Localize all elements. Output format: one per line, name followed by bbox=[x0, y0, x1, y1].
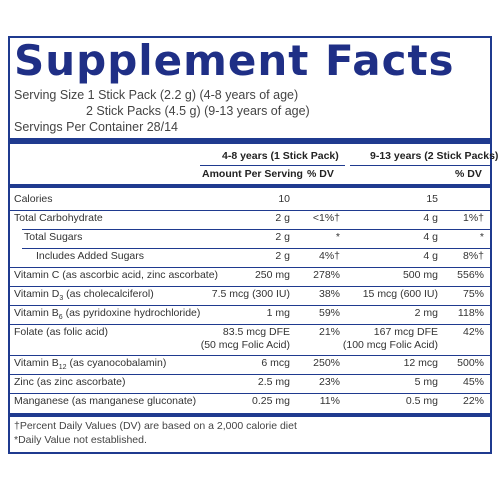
amount-4-8: 2.5 mg bbox=[257, 376, 290, 388]
amount-4-8: 1 mg bbox=[266, 307, 290, 319]
dv-9-13: 75% bbox=[462, 288, 484, 300]
serving-size-line2: 2 Stick Packs (4.5 g) (9-13 years of age… bbox=[86, 104, 310, 118]
row-divider bbox=[8, 393, 492, 394]
dv-4-8: 4%† bbox=[318, 250, 340, 262]
dv-4-8: <1%† bbox=[312, 212, 340, 224]
amount-9-13: 4 g bbox=[423, 250, 438, 262]
dv-9-13: 1%† bbox=[462, 212, 484, 224]
nutrient-name: Vitamin D3 (as cholecalciferol) bbox=[14, 288, 154, 305]
nutrient-name: Zinc (as zinc ascorbate) bbox=[14, 376, 126, 388]
row-divider bbox=[22, 229, 492, 230]
nutrient-name-prefix: Vitamin B bbox=[14, 357, 59, 369]
nutrient-name-subscript: 6 bbox=[58, 314, 63, 322]
nutrient-name: Vitamin C (as ascorbic acid, zinc ascorb… bbox=[14, 269, 219, 281]
group1-header: 4-8 years (1 Stick Pack) bbox=[222, 150, 339, 162]
dv-9-13: 22% bbox=[462, 395, 484, 407]
amount-4-8: 2 g bbox=[275, 231, 290, 243]
dv-9-13: 500% bbox=[457, 357, 484, 369]
dv-header-2: % DV bbox=[455, 168, 482, 180]
nutrient-name-prefix: Vitamin B bbox=[14, 307, 59, 319]
amount-9-13: 15 bbox=[426, 193, 438, 205]
nutrient-name: Manganese (as manganese gluconate) bbox=[14, 395, 197, 407]
amount-header-1: Amount Per Serving bbox=[202, 168, 303, 180]
amount-9-13: 5 mg bbox=[414, 376, 438, 388]
amount-9-13: 4 g bbox=[423, 212, 438, 224]
dv-4-8: 11% bbox=[319, 395, 340, 407]
amount-9-13: 15 mcg (600 IU) bbox=[362, 288, 438, 300]
amount-9-13: 2 mg bbox=[414, 307, 438, 319]
panel-title: Supplement Facts bbox=[14, 36, 455, 85]
dv-4-8: 21% bbox=[318, 326, 340, 338]
group2-header: 9-13 years (2 Stick Packs) bbox=[370, 150, 499, 162]
nutrient-name-prefix: Vitamin D bbox=[14, 288, 60, 300]
nutrient-name: Folate (as folic acid) bbox=[14, 326, 108, 338]
dv-9-13: 8%† bbox=[462, 250, 484, 262]
thick-divider-mid bbox=[8, 184, 492, 188]
row-divider bbox=[8, 374, 492, 375]
dv-9-13: 42% bbox=[462, 326, 484, 338]
amount-9-13: 12 mcg bbox=[403, 357, 438, 369]
dv-4-8: 278% bbox=[313, 269, 340, 281]
dv-4-8: * bbox=[335, 231, 340, 243]
dv-4-8: 23% bbox=[318, 376, 340, 388]
row-divider bbox=[8, 267, 492, 268]
amount-9-13-detail: (100 mcg Folic Acid) bbox=[342, 339, 438, 351]
amount-9-13: 167 mcg DFE bbox=[373, 326, 438, 338]
dv-9-13: 45% bbox=[462, 376, 484, 388]
group2-underline bbox=[350, 165, 492, 166]
row-divider bbox=[8, 324, 492, 325]
dv-4-8: 59% bbox=[318, 307, 340, 319]
thick-divider-top bbox=[8, 138, 492, 144]
row-divider bbox=[22, 248, 492, 249]
footnote-not-established: *Daily Value not established. bbox=[14, 434, 147, 446]
nutrient-name-suffix: (as pyridoxine hydrochloride) bbox=[62, 307, 201, 319]
dv-header-1: % DV bbox=[307, 168, 334, 180]
dv-9-13: 118% bbox=[457, 307, 484, 319]
nutrient-name-suffix: (as cholecalciferol) bbox=[63, 288, 154, 300]
servings-per-container: Servings Per Container 28/14 bbox=[14, 120, 178, 134]
dv-4-8: 38% bbox=[318, 288, 340, 300]
dv-4-8: 250% bbox=[313, 357, 340, 369]
row-divider bbox=[8, 286, 492, 287]
supplement-facts-panel bbox=[8, 36, 492, 454]
footnote-dv: †Percent Daily Values (DV) are based on … bbox=[14, 420, 297, 432]
nutrient-name-subscript: 3 bbox=[59, 295, 64, 303]
amount-9-13: 4 g bbox=[423, 231, 438, 243]
amount-4-8: 10 bbox=[278, 193, 290, 205]
serving-size-line1: Serving Size 1 Stick Pack (2.2 g) (4-8 y… bbox=[14, 88, 299, 102]
nutrient-name: Vitamin B12 (as cyanocobalamin) bbox=[14, 357, 166, 374]
nutrient-name-subscript: 12 bbox=[58, 364, 67, 372]
group1-underline bbox=[200, 165, 345, 166]
nutrient-name: Vitamin B6 (as pyridoxine hydrochloride) bbox=[14, 307, 200, 324]
row-divider bbox=[8, 305, 492, 306]
amount-4-8: 0.25 mg bbox=[252, 395, 290, 407]
nutrient-name-suffix: (as cyanocobalamin) bbox=[66, 357, 167, 369]
amount-4-8: 2 g bbox=[275, 212, 290, 224]
row-divider bbox=[8, 210, 492, 211]
amount-4-8: 250 mg bbox=[254, 269, 290, 281]
amount-4-8: 7.5 mcg (300 IU) bbox=[211, 288, 290, 300]
amount-4-8-detail: (50 mcg Folic Acid) bbox=[200, 339, 290, 351]
dv-9-13: * bbox=[479, 231, 484, 243]
amount-4-8: 6 mcg bbox=[261, 357, 290, 369]
nutrient-name: Total Sugars bbox=[24, 231, 83, 243]
amount-9-13: 0.5 mg bbox=[405, 395, 438, 407]
nutrient-name: Total Carbohydrate bbox=[14, 212, 103, 224]
dv-9-13: 556% bbox=[457, 269, 484, 281]
amount-4-8: 2 g bbox=[275, 250, 290, 262]
thick-divider-bottom bbox=[8, 413, 492, 417]
nutrient-name: Includes Added Sugars bbox=[36, 250, 144, 262]
amount-4-8: 83.5 mcg DFE bbox=[222, 326, 290, 338]
row-divider bbox=[8, 355, 492, 356]
amount-9-13: 500 mg bbox=[402, 269, 438, 281]
nutrient-name: Calories bbox=[14, 193, 53, 205]
